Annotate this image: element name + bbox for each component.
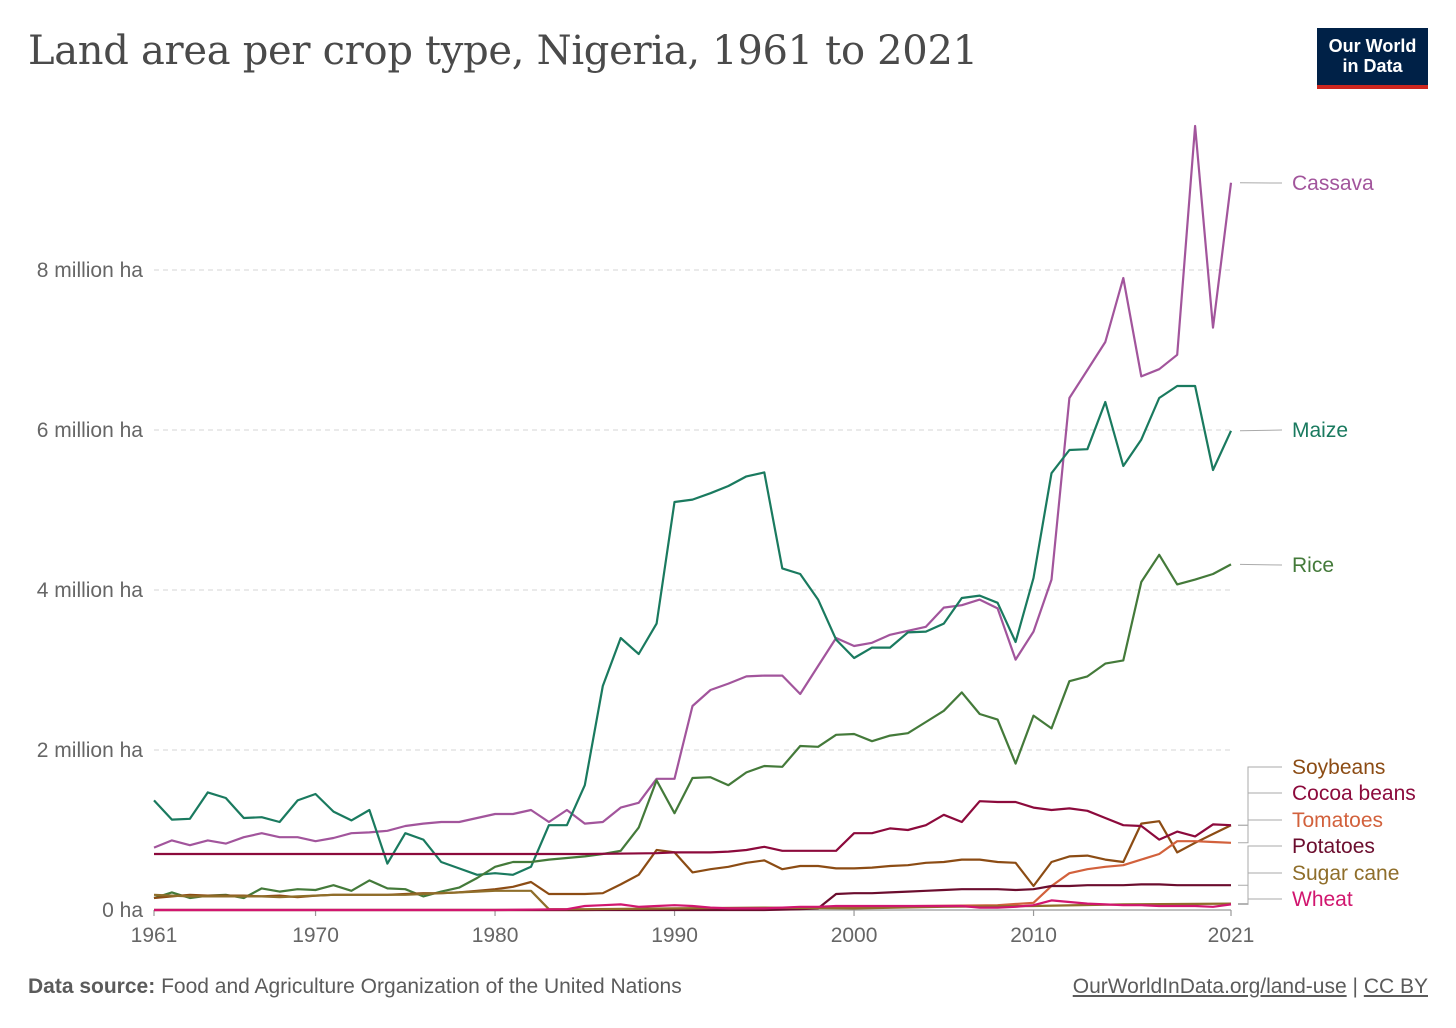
series-label-maize: Maize: [1292, 419, 1348, 442]
owid-logo[interactable]: Our World in Data: [1317, 28, 1428, 89]
data-source-label: Data source:: [28, 975, 156, 998]
series-label-sugarcane: Sugar cane: [1292, 862, 1399, 885]
label-connector: [1238, 845, 1282, 886]
y-tick-label: 8 million ha: [37, 259, 144, 282]
series-label-rice: Rice: [1292, 554, 1334, 577]
x-tick-label: 2000: [831, 924, 878, 947]
label-connector: [1238, 766, 1282, 826]
label-connector: [1238, 872, 1282, 905]
series-lines: [153, 124, 1233, 912]
data-source-text: Food and Agriculture Organization of the…: [161, 975, 682, 998]
y-tick-label: 6 million ha: [37, 419, 144, 442]
x-tick-label: 1970: [292, 924, 339, 947]
series-label-tomatoes: Tomatoes: [1292, 809, 1383, 832]
x-tick-label: 1980: [472, 924, 519, 947]
source-link[interactable]: OurWorldInData.org/land-use: [1072, 975, 1347, 998]
footer-separator: |: [1352, 975, 1358, 998]
y-axis-ticks: 0 ha 2 million ha 4 million ha 6 million ha…: [37, 259, 144, 922]
license-link[interactable]: CC BY: [1363, 975, 1428, 998]
series-label-soybeans: Soybeans: [1292, 756, 1385, 779]
data-source: Data source: Food and Agriculture Organi…: [28, 975, 682, 999]
x-tick-label: 1990: [651, 924, 698, 947]
series-labels: Cassava Maize Rice Soybeans Cocoa beans Tomat…: [1238, 172, 1416, 911]
logo-line-2: in Data: [1342, 56, 1403, 76]
footer-links: OurWorldInData.org/land-use | CC BY: [1073, 975, 1428, 999]
chart-title: Land area per crop type, Nigeria, 1961 t…: [28, 28, 978, 74]
series-line-rice: [153, 553, 1232, 900]
label-connector: [1238, 792, 1282, 826]
series-label-cocoa: Cocoa beans: [1292, 782, 1416, 805]
x-tick-label: 2021: [1208, 924, 1255, 947]
y-tick-label: 0 ha: [102, 899, 143, 922]
x-tick-label: 2010: [1010, 924, 1057, 947]
label-connector: [1239, 429, 1283, 432]
y-tick-label: 2 million ha: [37, 739, 144, 762]
logo-accent-bar: [1317, 85, 1428, 89]
label-connector: [1239, 563, 1283, 566]
gridlines: [154, 269, 1231, 751]
series-line-wheat: [154, 899, 1232, 912]
series-label-cassava: Cassava: [1292, 172, 1374, 195]
series-line-maize: [153, 384, 1232, 876]
series-label-potatoes: Potatoes: [1292, 835, 1375, 858]
y-tick-label: 4 million ha: [37, 579, 144, 602]
label-connector: [1238, 819, 1282, 844]
x-axis: 1961 1970 1980 1990 2000 2010 2021: [131, 909, 1255, 947]
logo-line-1: Our World: [1328, 36, 1417, 56]
label-connector: [1238, 898, 1282, 905]
series-label-wheat: Wheat: [1292, 888, 1353, 911]
x-tick-label: 1961: [131, 924, 178, 947]
series-line-cassava: [153, 124, 1233, 849]
series-line-cocoa: [154, 800, 1232, 856]
line-chart: 0 ha 2 million ha 4 million ha 6 million ha…: [37, 124, 1416, 947]
